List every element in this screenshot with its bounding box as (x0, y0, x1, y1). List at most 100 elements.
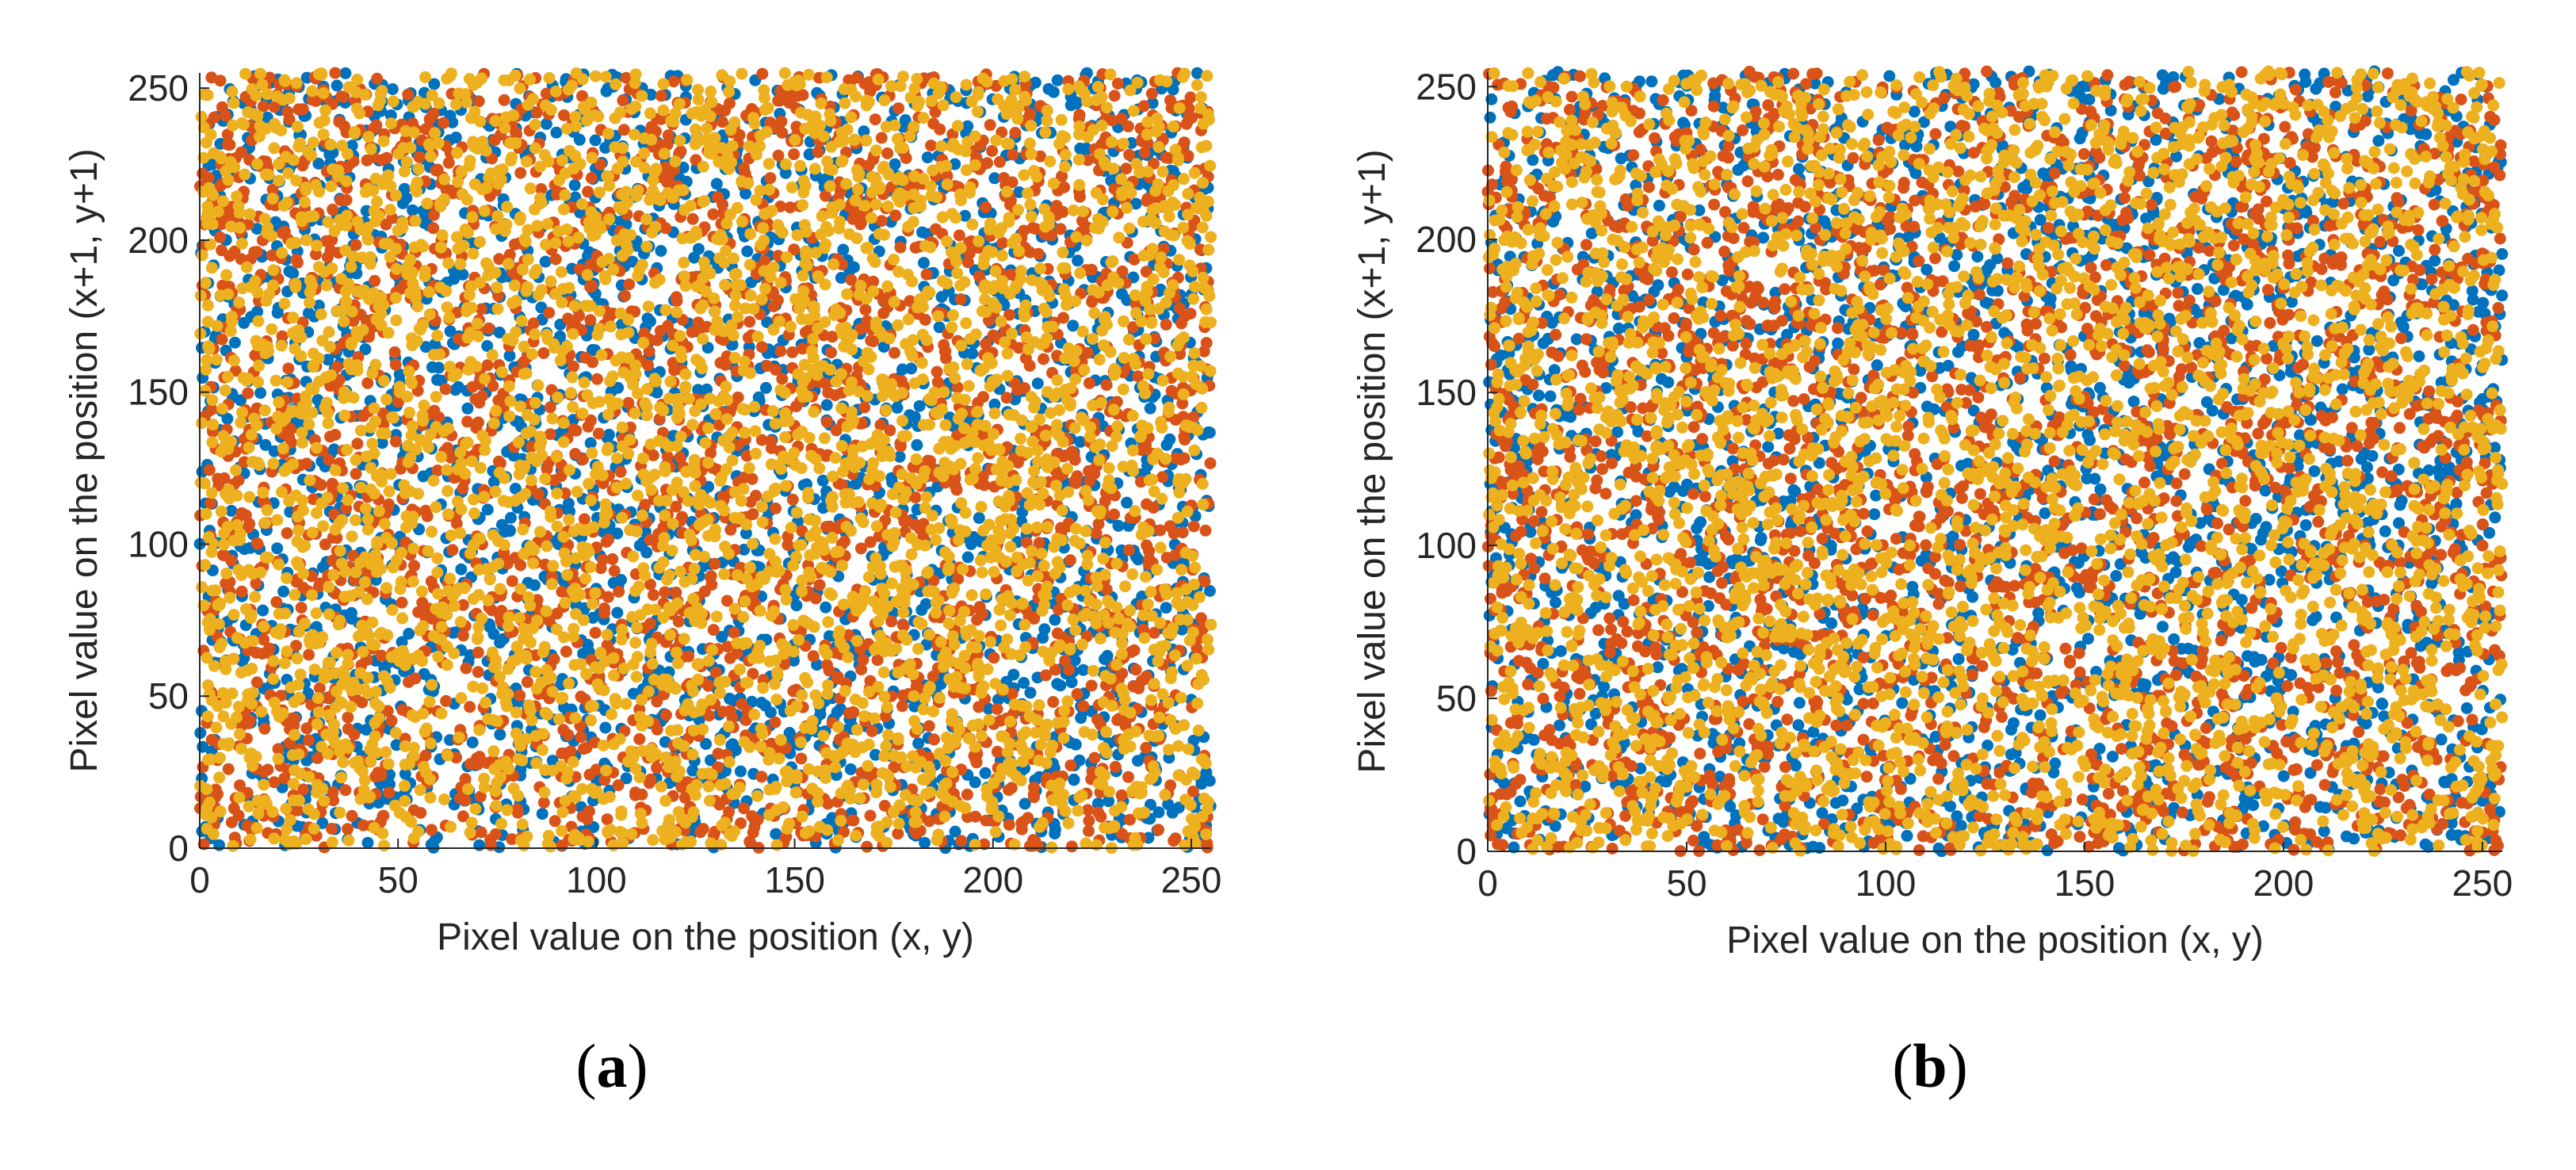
data-point (651, 762, 663, 774)
data-point (755, 770, 768, 783)
data-point (698, 585, 711, 598)
data-point (855, 663, 868, 676)
data-point (692, 243, 705, 255)
data-point (915, 604, 928, 616)
data-point (988, 172, 1001, 185)
data-point (889, 346, 900, 359)
data-point (647, 589, 659, 602)
data-point (399, 767, 411, 780)
data-point (271, 542, 284, 555)
data-point (1100, 379, 1113, 392)
data-point (421, 510, 434, 522)
data-point (1069, 738, 1082, 751)
data-point (1000, 392, 1013, 404)
data-point (472, 95, 485, 108)
data-point (254, 387, 267, 400)
data-point (350, 468, 362, 480)
data-point (881, 147, 894, 159)
data-point (372, 767, 384, 779)
data-point (1049, 828, 1061, 840)
data-point (221, 412, 234, 425)
data-point (473, 839, 486, 851)
data-point (562, 728, 575, 741)
data-point (415, 807, 427, 819)
data-point (472, 646, 484, 659)
data-point (894, 241, 907, 254)
data-point (282, 362, 295, 375)
data-point (339, 67, 352, 79)
data-point (590, 373, 603, 385)
data-point (481, 359, 494, 372)
data-point (1039, 669, 1052, 682)
data-point (755, 697, 768, 709)
data-point (633, 539, 646, 552)
data-point (909, 518, 922, 531)
data-point (1024, 109, 1036, 121)
data-point (1191, 67, 1203, 79)
data-point (448, 273, 461, 285)
data-point (331, 79, 343, 92)
data-point (1204, 457, 1217, 469)
data-point (570, 424, 583, 437)
data-point (599, 721, 612, 734)
data-point (1112, 519, 1125, 532)
data-point (446, 544, 459, 556)
data-point (1038, 353, 1049, 365)
data-point (398, 182, 411, 195)
data-point (710, 178, 723, 190)
data-point (1071, 470, 1084, 483)
data-point (984, 119, 996, 132)
data-point (514, 689, 526, 702)
data-point (750, 489, 762, 502)
data-point (1180, 117, 1193, 130)
data-point (1199, 524, 1212, 537)
data-point (790, 599, 803, 612)
data-point (820, 415, 833, 428)
data-point (511, 806, 524, 819)
data-point (919, 836, 931, 849)
data-point (213, 839, 225, 851)
data-point (752, 391, 765, 403)
data-point (426, 361, 438, 373)
data-point (896, 700, 908, 713)
data-point (407, 204, 419, 216)
data-point (619, 289, 631, 302)
data-point (577, 743, 590, 755)
data-point (847, 814, 860, 827)
data-point (1064, 99, 1077, 112)
data-point (225, 504, 238, 517)
data-point (869, 748, 881, 761)
data-point (927, 670, 939, 682)
data-point (455, 563, 468, 575)
data-point (457, 482, 469, 495)
data-point (589, 626, 602, 639)
data-point (655, 90, 667, 102)
data-point (1132, 553, 1145, 566)
data-point (644, 315, 656, 327)
data-point (292, 103, 305, 116)
data-point (216, 333, 228, 346)
data-point (727, 738, 739, 751)
data-point (1083, 824, 1095, 837)
data-point (587, 344, 598, 356)
data-point (969, 776, 981, 789)
data-point (550, 126, 563, 139)
data-point (585, 172, 598, 184)
data-point (1160, 602, 1172, 614)
data-point (556, 839, 568, 852)
data-point (461, 415, 474, 428)
data-point (615, 574, 627, 586)
data-point (277, 585, 290, 598)
data-point (564, 745, 577, 758)
data-point (1103, 795, 1115, 808)
data-point (333, 116, 346, 128)
data-point (988, 330, 1001, 342)
data-point (614, 465, 627, 478)
data-point (262, 763, 274, 776)
data-point (224, 139, 236, 151)
data-point (734, 765, 747, 778)
data-point (1018, 677, 1030, 689)
data-point (361, 836, 374, 849)
data-point (612, 381, 625, 394)
data-point (295, 602, 308, 614)
